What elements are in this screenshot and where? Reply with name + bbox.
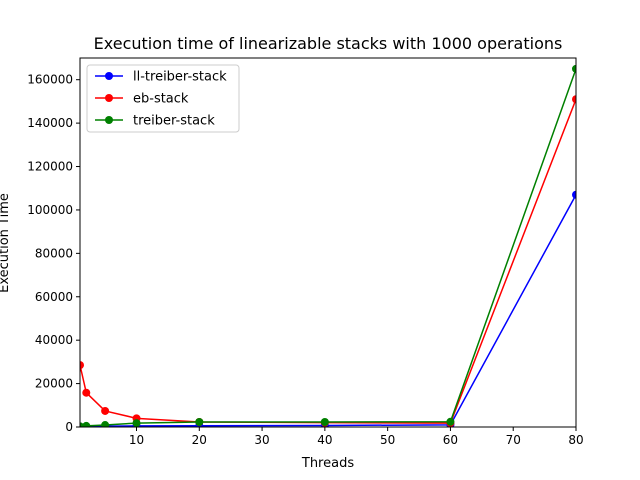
y-tick-label: 140000 [27,116,73,130]
y-tick-label: 120000 [27,160,73,174]
legend-box [86,64,240,133]
plot-area [79,57,577,428]
y-axis-label: Execution Time [0,193,12,293]
x-tick-label: 50 [380,433,395,447]
legend-swatch-marker [105,72,113,80]
data-point-treiber-stack [101,421,110,427]
data-point-treiber-stack [132,419,141,427]
x-tick-label: 70 [506,433,521,447]
data-point-treiber-stack [82,421,91,427]
y-tick-label: 0 [65,420,73,434]
plot-frame [79,57,577,428]
y-tick-label: 40000 [35,333,73,347]
data-point-treiber-stack [572,64,576,73]
y-tick-label: 20000 [35,377,73,391]
x-axis-label: Threads [301,456,354,471]
x-tick-label: 10 [129,433,144,447]
x-tick-label: 80 [568,433,583,447]
legend-entry-treiber-stack: treiber-stack [133,114,215,129]
data-point-eb-stack [80,361,84,370]
y-axis: 0 20000 40000 60000 80000 100000 120000 140000 1… [27,73,80,434]
chart-title: Execution time of linearizable stacks wi… [94,34,563,53]
x-axis: 10 20 30 40 50 60 70 80 [129,427,584,447]
data-point-treiber-stack [320,418,329,427]
legend-swatch-marker [105,94,113,102]
x-tick-label: 20 [192,433,207,447]
data-point-eb-stack [82,388,91,397]
data-point-treiber-stack [446,417,455,426]
series-line-ll-treiber-stack [80,194,576,427]
legend-entry-eb-stack: eb-stack [133,92,189,107]
x-tick-label: 30 [254,433,269,447]
y-tick-label: 160000 [27,73,73,87]
data-point-eb-stack [101,406,110,415]
legend-swatch-marker [105,116,113,124]
data-point-eb-stack [572,95,576,104]
data-point-ll-treiber-stack [572,190,576,199]
legend: ll-treiber-stack eb-stack treiber-stack [86,64,240,133]
y-tick-label: 60000 [35,290,73,304]
legend-entry-ll-treiber-stack: ll-treiber-stack [133,70,227,85]
data-point-treiber-stack [195,418,204,427]
y-tick-label: 80000 [35,246,73,260]
x-tick-label: 60 [443,433,458,447]
x-tick-label: 40 [317,433,332,447]
series-line-eb-stack [80,98,576,424]
y-tick-label: 100000 [27,203,73,217]
